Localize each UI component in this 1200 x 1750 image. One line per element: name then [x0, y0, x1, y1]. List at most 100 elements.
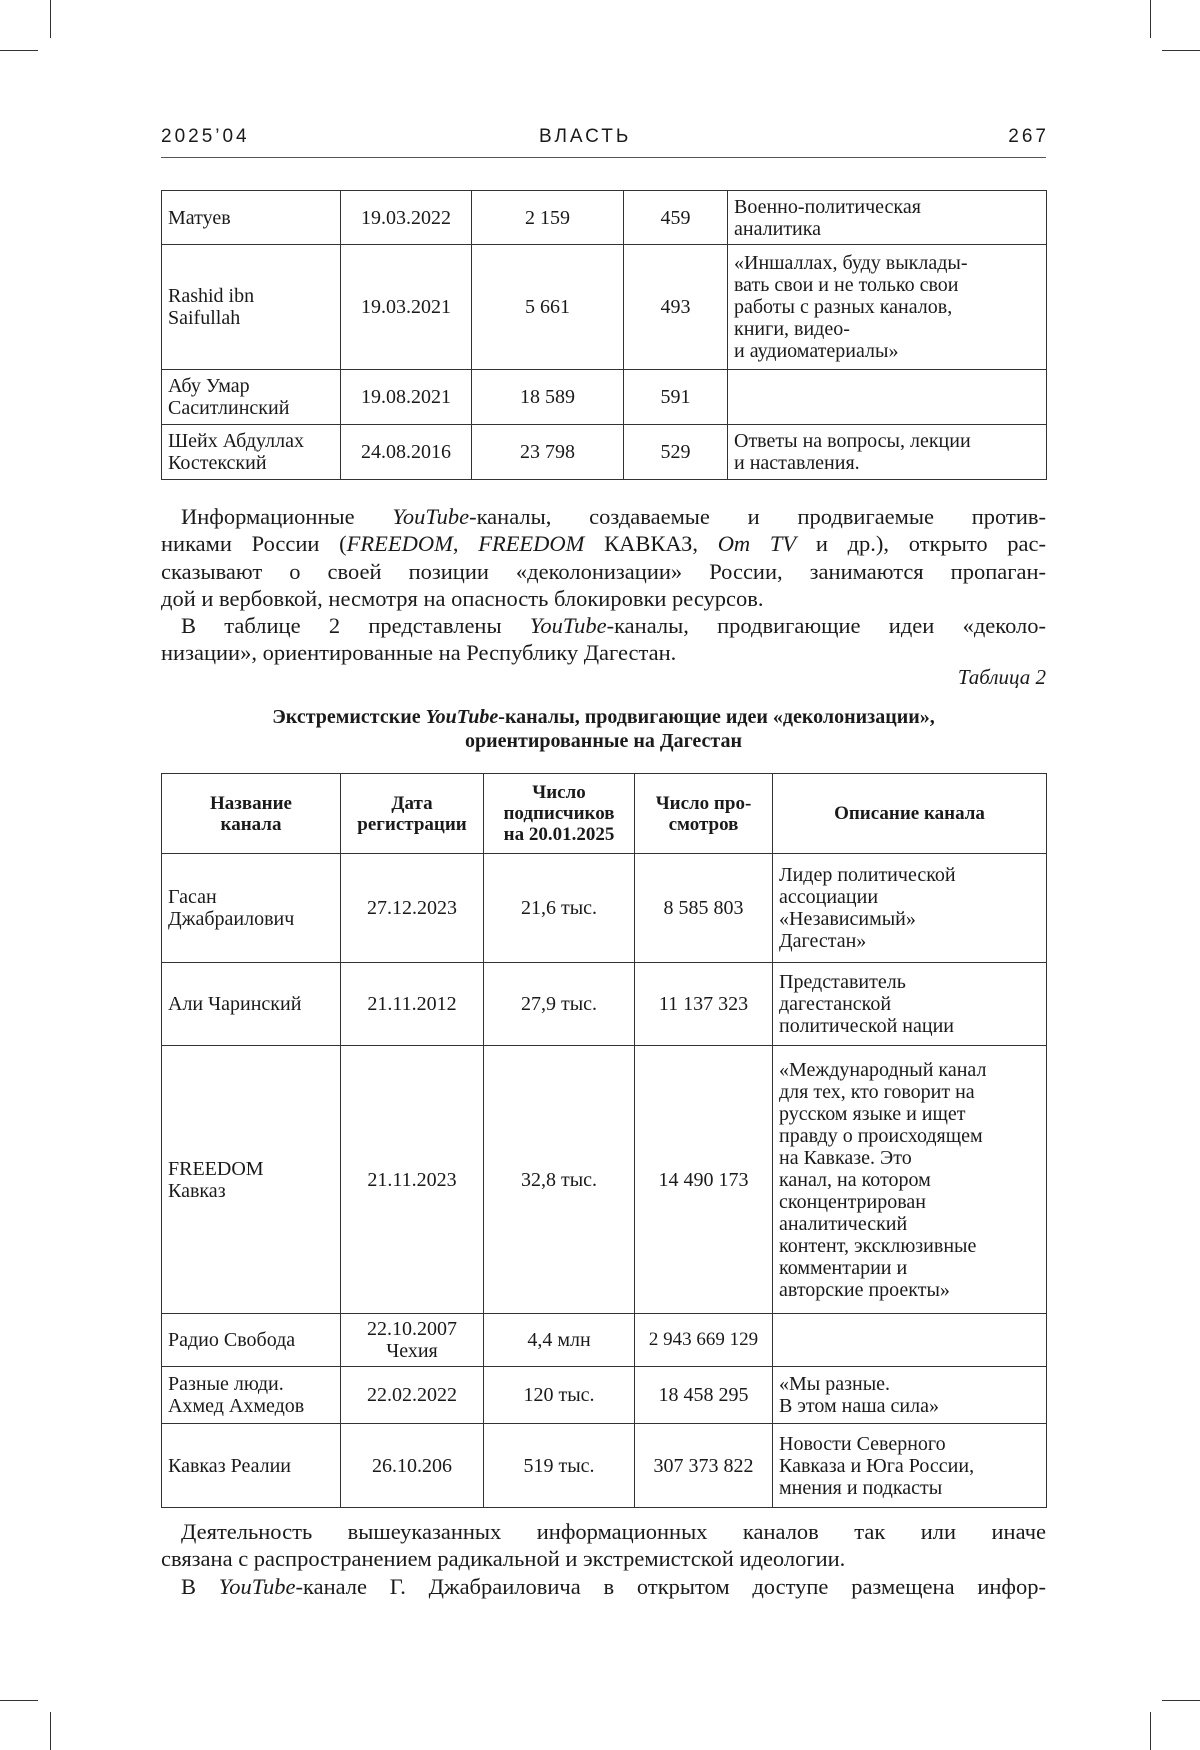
text: В таблице 2 представлены	[181, 613, 530, 639]
text-line: Информационные YouTube-каналы, создаваем…	[161, 503, 1046, 530]
subscribers: 2 159	[471, 190, 624, 245]
text: YouTube	[529, 613, 607, 639]
text-line: В YouTube-канале Г. Джабраиловича в откр…	[161, 1573, 1046, 1600]
views: 591	[623, 369, 728, 425]
text: Информационные	[181, 504, 393, 529]
text-line: Деятельность вышеуказанных информационны…	[181, 1519, 1046, 1544]
column-header: Число подписчиков на 20.01.2025	[483, 773, 635, 854]
subscribers: 519 тыс.	[483, 1423, 635, 1508]
views: 11 137 323	[634, 962, 773, 1046]
text: YouTube	[392, 504, 470, 529]
channel-name: FREEDOM Кавказ	[161, 1045, 341, 1314]
description: «Мы разные. В этом наша сила»	[772, 1366, 1047, 1424]
channel-name: Шейх Абдуллах Костекский	[161, 424, 341, 480]
text: ориентированные на Дагестан	[464, 730, 743, 752]
description	[727, 369, 1047, 425]
description: «Международный канал для тех, кто говори…	[772, 1045, 1047, 1314]
description: Представитель дагестанской политической …	[772, 962, 1047, 1046]
description: Ответы на вопросы, лекции и наставления.	[727, 424, 1047, 480]
crop-mark	[1150, 0, 1151, 38]
text: и др.), открыто рас-	[796, 531, 1047, 557]
description: «Иншаллах, буду выклады- вать свои и не …	[727, 244, 1047, 370]
table-row: Шейх Абдуллах Костекский 24.08.2016 23 798…	[161, 424, 1047, 480]
crop-mark	[50, 0, 51, 38]
table-row: Rashid ibn Saifullah 19.03.2021 5 661 493 «И…	[161, 244, 1047, 370]
text: YouTube	[218, 1573, 296, 1599]
reg-date: 22.02.2022	[340, 1366, 484, 1424]
text: В	[181, 1573, 219, 1599]
text: -каналы, продвигающие идеи «деколо-	[606, 613, 1046, 639]
text: FREEDOM	[346, 531, 453, 557]
subscribers: 27,9 тыс.	[483, 962, 635, 1046]
column-header: Число про- смотров	[634, 773, 773, 854]
subscribers: 18 589	[471, 369, 624, 425]
column-header: Название канала	[161, 773, 341, 854]
channel-name: Абу Умар Саситлинский	[161, 369, 341, 425]
text: ,	[452, 531, 479, 557]
crop-mark	[1162, 50, 1200, 51]
table-row: Радио Свобода 22.10.2007 Чехия 4,4 млн 2 94…	[161, 1313, 1047, 1367]
issue-number: 2025’04	[161, 126, 250, 147]
reg-date: 27.12.2023	[340, 853, 484, 963]
text: -каналы, создаваемые и продвигаемые прот…	[469, 504, 1046, 529]
column-header: Дата регистрации	[340, 773, 484, 854]
table-row: Кавказ Реалии 26.10.206 519 тыс. 307 373 82…	[161, 1423, 1047, 1508]
views: 529	[623, 424, 728, 480]
text-line: дой и вербовкой, несмотря на опасность б…	[161, 585, 764, 611]
header-rule	[161, 157, 1046, 158]
description: Военно-политическая аналитика	[727, 190, 1047, 245]
running-header: 2025’04 ВЛАСТЬ 267	[161, 126, 1046, 152]
text: -каналы, продвигающие идеи «деколонизаци…	[498, 706, 935, 728]
reg-date: 24.08.2016	[340, 424, 472, 480]
subscribers: 5 661	[471, 244, 624, 370]
views: 18 458 295	[634, 1366, 773, 1424]
subscribers: 4,4 млн	[483, 1313, 635, 1367]
subscribers: 21,6 тыс.	[483, 853, 635, 963]
table-row: Али Чаринский 21.11.2012 27,9 тыс. 11 137 3…	[161, 962, 1047, 1046]
text-line: никами России (FREEDOM, FREEDOM КАВКАЗ, …	[161, 530, 1046, 557]
reg-date: 22.10.2007 Чехия	[340, 1313, 484, 1367]
crop-mark	[1150, 1712, 1151, 1750]
table-row: Матуев 19.03.2022 2 159 459 Военно-политичес…	[161, 190, 1047, 245]
table-row: Разные люди. Ахмед Ахмедов 22.02.2022 120 …	[161, 1366, 1047, 1424]
paragraph: Деятельность вышеуказанных информационны…	[161, 1518, 1046, 1600]
crop-mark	[0, 1700, 38, 1701]
description: Новости Северного Кавказа и Юга России, …	[772, 1423, 1047, 1508]
text: YouTube	[425, 706, 499, 728]
text: КАВКАЗ,	[584, 531, 718, 557]
reg-date: 19.03.2022	[340, 190, 472, 245]
text-line: сказывают о своей позиции «деколонизации…	[161, 558, 1046, 584]
views: 307 373 822	[634, 1423, 773, 1508]
channel-name: Радио Свобода	[161, 1313, 341, 1367]
reg-date: 21.11.2023	[340, 1045, 484, 1314]
table-1-continued: Матуев 19.03.2022 2 159 459 Военно-политичес…	[161, 190, 1047, 480]
text: FREEDOM	[478, 531, 585, 557]
text-line: связана с распространением радикальной и…	[161, 1546, 846, 1572]
subscribers: 120 тыс.	[483, 1366, 635, 1424]
paragraph: Информационные YouTube-каналы, создаваем…	[161, 503, 1046, 667]
description	[772, 1313, 1047, 1367]
crop-mark	[50, 1712, 51, 1750]
crop-mark	[1162, 1700, 1200, 1701]
table-row: FREEDOM Кавказ 21.11.2023 32,8 тыс. 14 490 …	[161, 1045, 1047, 1314]
crop-mark	[0, 50, 38, 51]
text-line: В таблице 2 представлены YouTube-каналы,…	[161, 612, 1046, 639]
reg-date: 19.08.2021	[340, 369, 472, 425]
reg-date: 26.10.206	[340, 1423, 484, 1508]
text: -канале Г. Джабраиловича в открытом дост…	[295, 1573, 1046, 1599]
description: Лидер политической ассоциации «Независим…	[772, 853, 1047, 963]
channel-name: Матуев	[161, 190, 341, 245]
reg-date: 19.03.2021	[340, 244, 472, 370]
views: 459	[623, 190, 728, 245]
text-line: низации», ориентированные на Республику …	[161, 640, 677, 666]
column-header: Описание канала	[772, 773, 1047, 854]
channel-name: Разные люди. Ахмед Ахмедов	[161, 1366, 341, 1424]
views: 8 585 803	[634, 853, 773, 963]
text: никами России (	[161, 531, 347, 557]
views: 493	[623, 244, 728, 370]
table-header-row: Название канала Дата регистрации Число под…	[161, 773, 1047, 854]
reg-date: 21.11.2012	[340, 962, 484, 1046]
page-number: 267	[1008, 126, 1049, 147]
channel-name: Rashid ibn Saifullah	[161, 244, 341, 370]
channel-name: Кавказ Реалии	[161, 1423, 341, 1508]
